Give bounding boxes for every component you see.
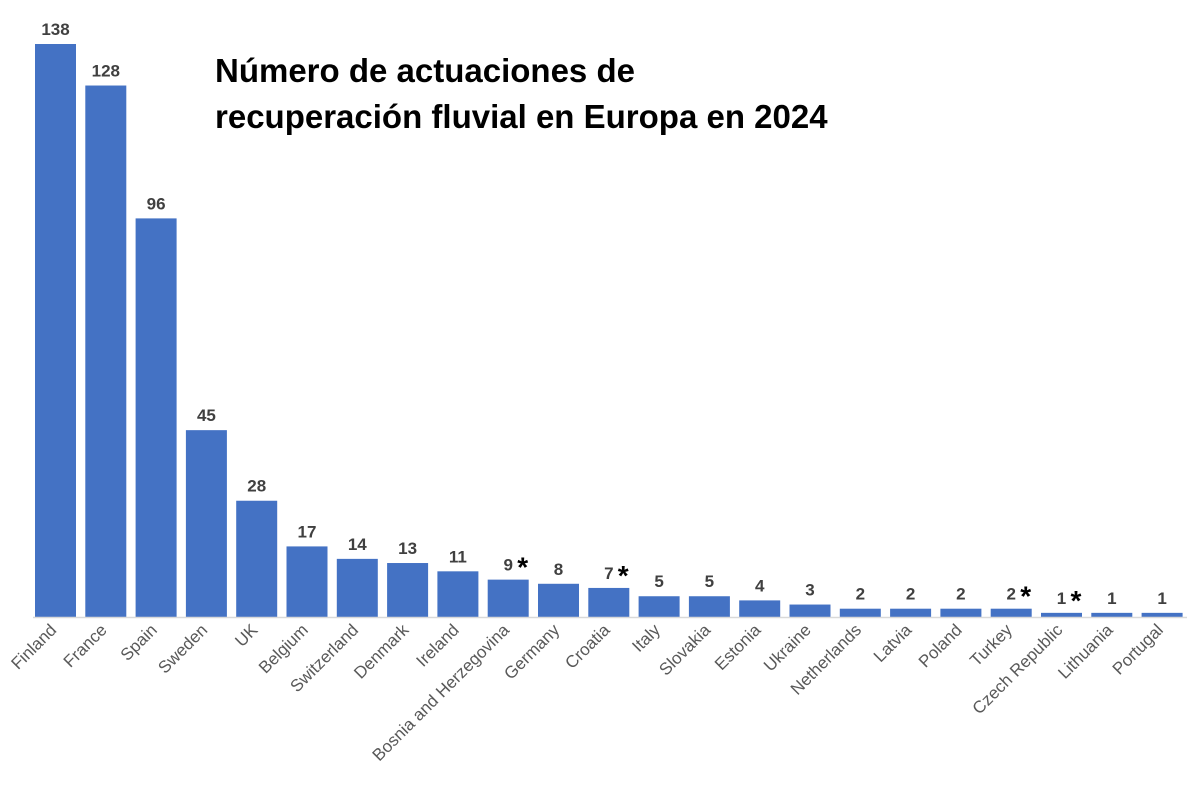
bar-lithuania [1091, 612, 1133, 617]
category-label-sweden: Sweden [154, 620, 211, 677]
annotation-asterisk-bosnia-and-herzegovina: * [517, 552, 528, 583]
category-label-turkey: Turkey [966, 620, 1016, 670]
value-label-turkey: 2 [1006, 585, 1015, 604]
chart-title: Número de actuaciones de recuperación fl… [215, 48, 828, 140]
bar-spain [135, 218, 177, 618]
bar-estonia [739, 600, 781, 617]
category-label-denmark: Denmark [350, 620, 413, 683]
value-label-estonia: 4 [755, 576, 765, 595]
bar-denmark [387, 563, 429, 617]
category-label-spain: Spain [117, 620, 161, 664]
category-label-croatia: Croatia [561, 620, 614, 673]
annotation-asterisk-czech-republic: * [1071, 585, 1082, 616]
bar-switzerland [336, 558, 378, 617]
value-label-italy: 5 [654, 572, 663, 591]
category-label-ireland: Ireland [413, 620, 463, 670]
value-label-lithuania: 1 [1107, 589, 1116, 608]
bar-turkey [990, 608, 1032, 617]
value-label-slovakia: 5 [705, 572, 714, 591]
value-label-switzerland: 14 [348, 535, 367, 554]
bar-czech-republic [1041, 612, 1082, 617]
bar-belgium [286, 546, 328, 617]
annotation-asterisk-turkey: * [1020, 581, 1031, 612]
value-label-portugal: 1 [1157, 589, 1166, 608]
bar-croatia [588, 587, 630, 617]
value-label-belgium: 17 [298, 522, 317, 541]
category-label-czech-republic: Czech Republic [969, 620, 1067, 718]
category-label-estonia: Estonia [711, 620, 765, 674]
value-label-denmark: 13 [398, 539, 417, 558]
bar-germany [538, 583, 579, 617]
category-label-lithuania: Lithuania [1054, 620, 1117, 683]
bar-netherlands [839, 608, 881, 617]
value-label-czech-republic: 1 [1057, 589, 1066, 608]
value-label-croatia: 7 [604, 564, 613, 583]
category-label-slovakia: Slovakia [655, 620, 714, 679]
value-label-sweden: 45 [197, 406, 216, 425]
bar-ukraine [789, 604, 831, 617]
bar-slovakia [688, 596, 730, 617]
annotation-asterisk-croatia: * [618, 560, 629, 591]
bar-italy [638, 596, 680, 617]
value-label-latvia: 2 [906, 585, 915, 604]
chart-title-line-2: recuperación fluvial en Europa en 2024 [215, 98, 828, 135]
value-label-germany: 8 [554, 560, 563, 579]
bar-ireland [437, 571, 479, 617]
category-label-france: France [60, 620, 111, 671]
value-label-uk: 28 [247, 477, 266, 496]
value-label-bosnia-and-herzegovina: 9 [503, 556, 512, 575]
value-label-finland: 138 [41, 20, 69, 39]
bar-uk [236, 500, 278, 617]
category-label-finland: Finland [7, 620, 60, 673]
value-label-ukraine: 3 [805, 581, 814, 600]
bar-france [85, 85, 127, 618]
value-label-france: 128 [92, 62, 120, 81]
category-label-italy: Italy [628, 620, 664, 656]
bar-sweden [185, 430, 227, 617]
category-label-portugal: Portugal [1109, 620, 1167, 678]
value-label-ireland: 11 [449, 547, 467, 566]
bar-latvia [890, 608, 932, 617]
bar-poland [940, 608, 982, 617]
bar-portugal [1141, 612, 1183, 617]
bar-finland [35, 44, 76, 617]
value-label-spain: 96 [147, 194, 166, 213]
bar-bosnia-and-herzegovina [487, 579, 529, 617]
chart-title-line-1: Número de actuaciones de [215, 52, 635, 89]
category-label-uk: UK [231, 620, 262, 651]
value-label-poland: 2 [956, 585, 965, 604]
category-label-latvia: Latvia [870, 620, 916, 666]
category-label-germany: Germany [500, 620, 563, 683]
value-label-netherlands: 2 [856, 585, 865, 604]
category-label-poland: Poland [915, 620, 966, 671]
